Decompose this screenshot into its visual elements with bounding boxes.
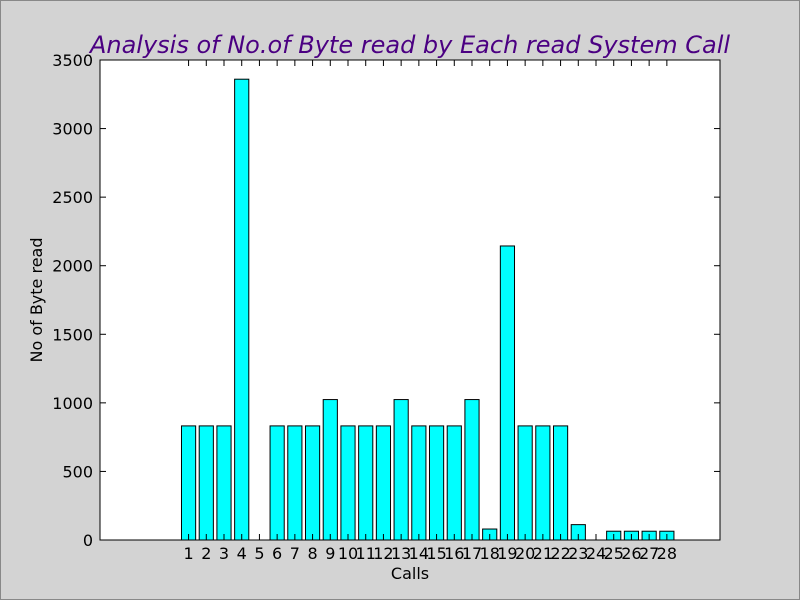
x-tick-label-6: 6 (272, 544, 282, 563)
bar-call-22 (552, 425, 569, 541)
x-tick-label-8: 8 (307, 544, 317, 563)
x-tick-label-7: 7 (290, 544, 300, 563)
bar-call-9 (322, 399, 338, 541)
bar-call-7 (287, 425, 303, 541)
x-tick-label-19: 19 (497, 544, 517, 563)
bar-call-2 (198, 425, 214, 541)
x-tick-label-4: 4 (237, 544, 247, 563)
x-tick-label-11: 11 (356, 544, 376, 563)
bar-call-16 (446, 425, 462, 541)
chart-title: Analysis of No.of Byte read by Each read… (88, 31, 730, 59)
x-tick-label-15: 15 (426, 544, 446, 563)
y-tick-label-500: 500 (62, 462, 93, 481)
bar-series (180, 78, 675, 541)
y-tick-label-0: 0 (83, 531, 93, 550)
x-tick-label-3: 3 (219, 544, 229, 563)
bar-call-8 (304, 425, 321, 541)
x-axis: 1 2 3 4 5 6 7 8 9 1011121314151617181920212223242… (183, 60, 677, 563)
y-tick-label-1500: 1500 (52, 325, 93, 344)
y-axis: 0 500 1000 1500 2000 2500 3000 3500 (52, 51, 720, 550)
plot-frame (99, 59, 721, 541)
bar-call-13 (393, 399, 409, 541)
y-axis-label: No of Byte read (27, 237, 46, 362)
x-tick-label-24: 24 (586, 544, 606, 563)
x-tick-label-14: 14 (409, 544, 429, 563)
x-tick-label-2: 2 (201, 544, 211, 563)
bar-call-12 (375, 425, 392, 541)
x-tick-label-21: 21 (533, 544, 553, 563)
x-tick-label-9: 9 (325, 544, 335, 563)
x-tick-label-27: 27 (639, 544, 659, 563)
x-tick-label-18: 18 (480, 544, 500, 563)
bar-call-17 (464, 399, 480, 541)
x-tick-label-16: 16 (444, 544, 464, 563)
y-tick-label-1000: 1000 (52, 394, 93, 413)
y-tick-label-3000: 3000 (52, 120, 93, 139)
y-tick-label-2000: 2000 (52, 257, 93, 276)
x-tick-label-5: 5 (254, 544, 264, 563)
x-tick-label-25: 25 (604, 544, 624, 563)
y-tick-label-2500: 2500 (52, 188, 93, 207)
bar-call-4 (234, 78, 250, 541)
bar-call-3 (216, 425, 232, 541)
bar-call-11 (358, 425, 374, 541)
bar-call-21 (535, 425, 551, 541)
bar-call-6 (269, 425, 285, 541)
x-tick-label-20: 20 (515, 544, 535, 563)
x-tick-label-23: 23 (568, 544, 588, 563)
bar-call-15 (428, 425, 445, 541)
bar-call-20 (517, 425, 533, 541)
x-tick-label-1: 1 (183, 544, 193, 563)
x-tick-label-28: 28 (657, 544, 677, 563)
x-tick-label-10: 10 (338, 544, 358, 563)
x-tick-label-26: 26 (621, 544, 641, 563)
x-tick-label-22: 22 (550, 544, 570, 563)
y-tick-label-3500: 3500 (52, 51, 93, 70)
bar-call-1 (180, 425, 197, 541)
bar-call-14 (411, 425, 427, 541)
x-tick-label-12: 12 (373, 544, 393, 563)
bar-call-10 (340, 425, 356, 541)
x-axis-label: Calls (391, 564, 429, 583)
x-tick-label-17: 17 (462, 544, 482, 563)
x-tick-label-13: 13 (391, 544, 411, 563)
bar-call-19 (499, 245, 516, 541)
